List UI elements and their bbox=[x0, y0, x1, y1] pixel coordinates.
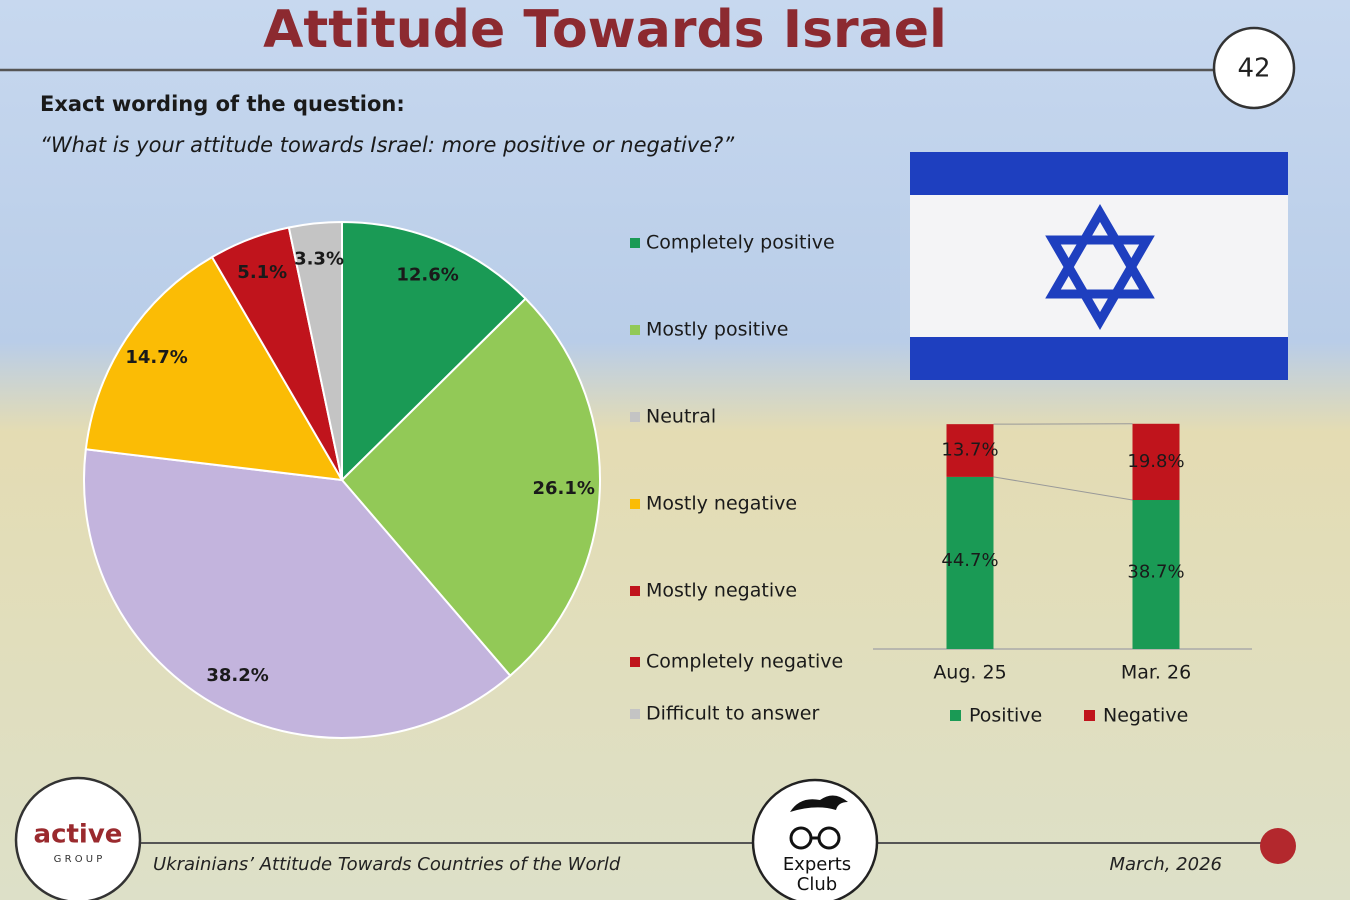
legend-swatch bbox=[630, 325, 640, 335]
legend-label: Completely positive bbox=[646, 232, 835, 254]
question-text: “What is your attitude towards Israel: m… bbox=[40, 133, 735, 157]
page-badge bbox=[1212, 26, 1296, 110]
slide-title: Attitude Towards Israel bbox=[263, 0, 947, 60]
bar-segment bbox=[946, 476, 994, 649]
slice-label: 12.6% bbox=[396, 264, 458, 285]
logo-group: G R O U P bbox=[54, 854, 103, 865]
legend-label: Mostly negative bbox=[646, 493, 797, 515]
pie-slice bbox=[84, 255, 344, 482]
bar-segment bbox=[1132, 423, 1180, 501]
connector bbox=[993, 476, 1133, 501]
slice-label: 26.1% bbox=[532, 478, 594, 499]
slice-label: 38.2% bbox=[206, 665, 268, 686]
legend-swatch bbox=[630, 238, 640, 248]
logo-club: Club bbox=[797, 874, 837, 895]
legend-label: Negative bbox=[1103, 705, 1188, 727]
footer: active G R O U P Experts Club Ukrainians… bbox=[14, 776, 1296, 900]
slice-label: 14.7% bbox=[125, 347, 187, 368]
bar-label: 44.7% bbox=[941, 550, 998, 571]
x-tick-label: Mar. 26 bbox=[1121, 662, 1191, 684]
question-label: Exact wording of the question: bbox=[40, 92, 405, 116]
legend-label: Neutral bbox=[646, 406, 716, 428]
legend-label: Difficult to answer bbox=[646, 703, 819, 725]
bar-segment bbox=[1132, 500, 1180, 649]
pie-slice bbox=[340, 297, 601, 678]
x-tick-label: Aug. 25 bbox=[933, 662, 1006, 684]
page-number: 42 bbox=[1237, 54, 1270, 84]
legend-swatch bbox=[630, 586, 640, 596]
israel-flag bbox=[910, 152, 1288, 380]
footer-date: March, 2026 bbox=[1109, 854, 1222, 875]
legend-swatch bbox=[630, 499, 640, 509]
footer-subtitle: Ukrainians’ Attitude Towards Countries o… bbox=[153, 854, 621, 875]
bar-label: 38.7% bbox=[1127, 562, 1184, 583]
legend-label: Completely negative bbox=[646, 651, 843, 673]
legend-label: Mostly negative bbox=[646, 580, 797, 602]
bar-segment bbox=[946, 424, 994, 477]
pie-slice bbox=[83, 448, 512, 739]
bar-label: 19.8% bbox=[1127, 451, 1184, 472]
legend-label: Positive bbox=[969, 705, 1042, 727]
pie-slice bbox=[287, 220, 343, 481]
legend-swatch bbox=[950, 710, 961, 721]
legend-swatch bbox=[630, 412, 640, 422]
legend-swatch bbox=[1084, 710, 1095, 721]
slice-label: 5.1% bbox=[237, 262, 287, 283]
bar-label: 13.7% bbox=[941, 440, 998, 461]
logo-active: active bbox=[34, 820, 123, 850]
legend-label: Mostly positive bbox=[646, 319, 788, 341]
legend-swatch bbox=[630, 709, 640, 719]
slice-label: 3.3% bbox=[294, 248, 344, 269]
legend-swatch bbox=[630, 657, 640, 667]
pie-slice bbox=[341, 220, 527, 483]
logo-experts: Experts bbox=[783, 854, 851, 875]
